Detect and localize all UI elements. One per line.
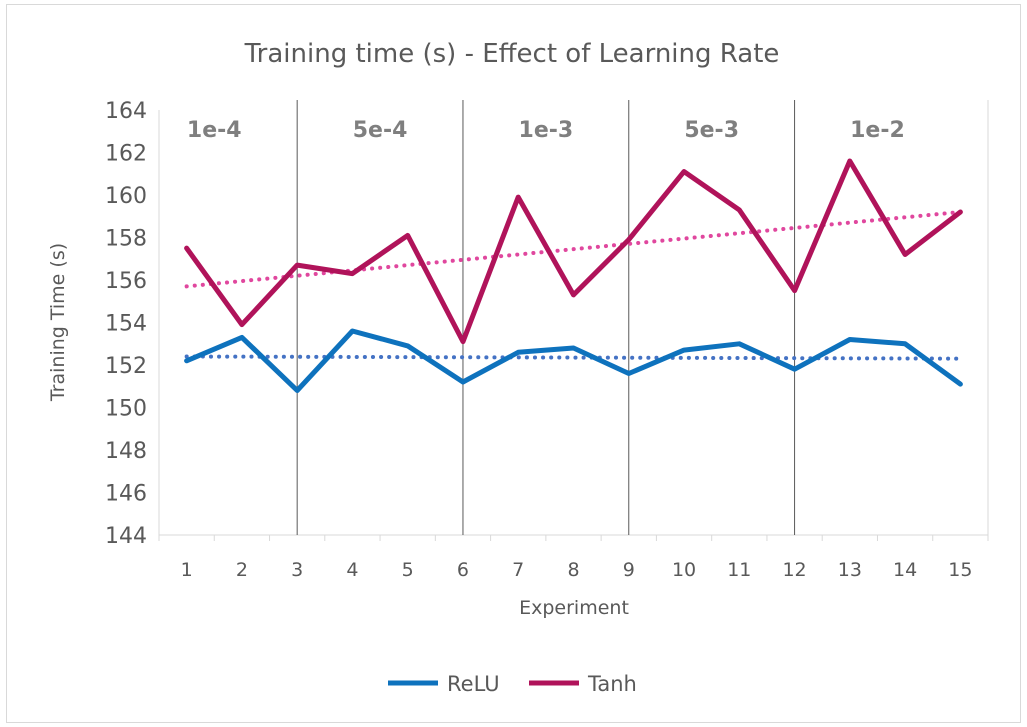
trendline-relu: [184, 354, 963, 361]
series-line-relu: [184, 328, 963, 393]
x-tick-label: 8: [567, 559, 579, 581]
x-tick-label: 2: [236, 559, 248, 581]
group-label: 5e-4: [353, 118, 408, 143]
y-tick-label: 154: [105, 312, 147, 337]
y-tick-label: 160: [105, 184, 147, 209]
chart-title: Training time (s) - Effect of Learning R…: [244, 39, 780, 69]
y-tick-label: 146: [105, 482, 147, 507]
x-tick-label: 12: [782, 559, 806, 581]
y-tick-label: 144: [105, 524, 147, 549]
y-axis-label: Training Time (s): [47, 243, 69, 402]
x-tick-label: 4: [346, 559, 358, 581]
x-tick-label: 14: [893, 559, 917, 581]
y-tick-label: 152: [105, 354, 147, 379]
y-tick-label: 158: [105, 227, 147, 252]
legend-label-tanh: Tanh: [587, 672, 637, 696]
trendlines: [184, 210, 963, 361]
x-tick-label: 1: [181, 559, 193, 581]
y-tick-label: 148: [105, 439, 147, 464]
x-tick-label: 11: [727, 559, 751, 581]
x-tick-label: 10: [672, 559, 696, 581]
y-tick-labels: 144 146 148 150 152 154 156 158 160 162 164: [105, 99, 147, 549]
group-separators: [296, 100, 796, 535]
group-label: 5e-3: [684, 118, 739, 143]
group-labels: 1e-4 5e-4 1e-3 5e-3 1e-2: [187, 118, 905, 143]
x-tick-label: 7: [512, 559, 524, 581]
x-tick-label: 13: [838, 559, 862, 581]
y-tick-label: 156: [105, 269, 147, 294]
trendline-tanh: [184, 210, 963, 289]
x-tick-label: 15: [948, 559, 972, 581]
series-line-tanh: [184, 158, 963, 345]
y-tick-label: 162: [105, 142, 147, 167]
y-tick-label: 150: [105, 397, 147, 422]
group-label: 1e-4: [187, 118, 242, 143]
x-tick-marks: [158, 535, 989, 541]
x-tick-label: 6: [457, 559, 469, 581]
legend: ReLU Tanh: [388, 672, 637, 696]
chart-frame: [6, 4, 1021, 723]
x-tick-label: 3: [291, 559, 303, 581]
legend-label-relu: ReLU: [447, 672, 500, 696]
group-label: 1e-2: [850, 118, 905, 143]
series-lines: [184, 158, 963, 393]
x-axis-label: Experiment: [519, 597, 629, 619]
x-tick-label: 5: [402, 559, 414, 581]
x-tick-labels: 1 2 3 4 5 6 7 8 9 10 11 12 13 14 15: [181, 559, 973, 581]
x-tick-label: 9: [623, 559, 635, 581]
group-label: 1e-3: [519, 118, 574, 143]
y-tick-label: 164: [105, 99, 147, 124]
